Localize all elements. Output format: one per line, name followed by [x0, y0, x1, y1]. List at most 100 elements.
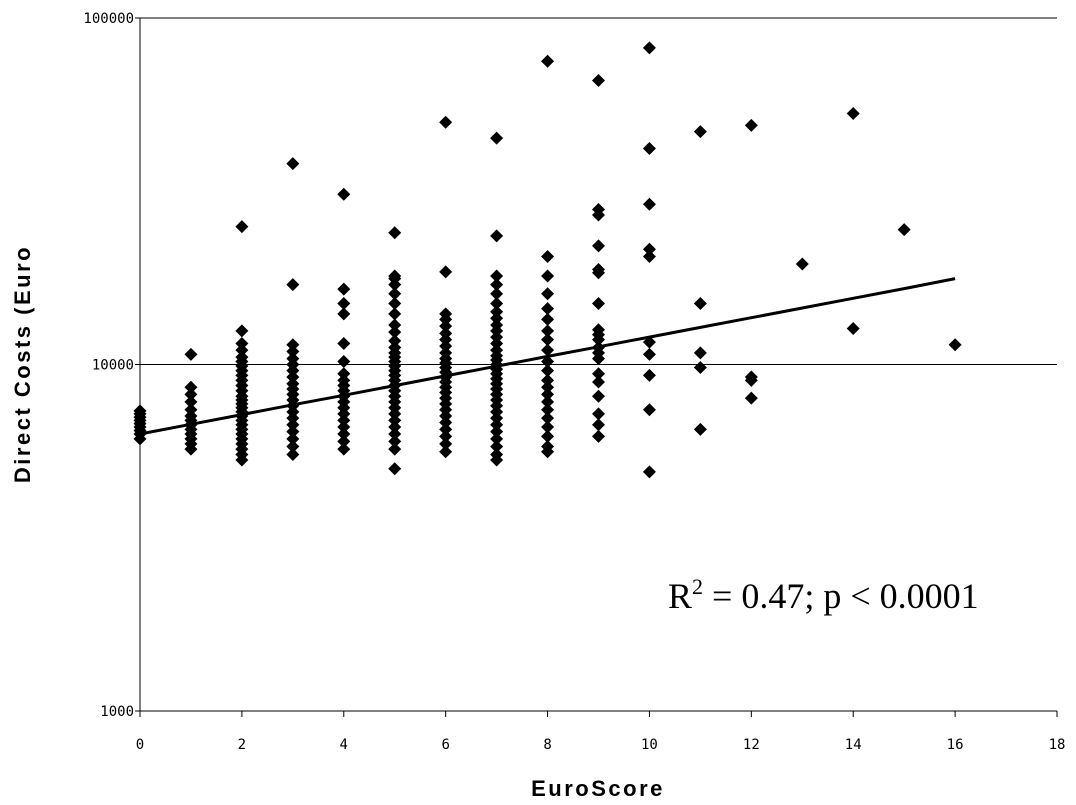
data-point [948, 338, 962, 352]
annotation-text: = 0.47; p < 0.0001 [703, 576, 979, 616]
data-point [286, 377, 300, 391]
data-point [388, 434, 402, 448]
data-point [388, 334, 402, 348]
data-point [286, 439, 300, 453]
data-point [541, 355, 555, 369]
data-point [184, 403, 198, 417]
data-point [693, 422, 707, 436]
x-tick-label: 6 [441, 737, 449, 753]
data-point [541, 364, 555, 378]
data-point [388, 427, 402, 441]
data-point [541, 429, 555, 443]
x-tick-label: 0 [136, 737, 144, 753]
data-point [490, 305, 504, 319]
x-tick-label: 2 [238, 737, 246, 753]
annotation-superscript: 2 [692, 574, 703, 599]
data-point [744, 391, 758, 405]
y-tick-label: 10000 [92, 358, 134, 374]
data-point [184, 395, 198, 409]
data-point [642, 335, 656, 349]
data-point [592, 74, 605, 88]
x-tick-label: 16 [947, 737, 964, 753]
y-axis-label: Direct Costs (Euro [10, 245, 35, 483]
data-point [541, 403, 555, 417]
data-point [337, 434, 351, 448]
data-point [693, 296, 707, 310]
data-point [235, 336, 249, 350]
data-point [592, 203, 605, 217]
r-squared-annotation: R2 = 0.47; p < 0.0001 [668, 574, 979, 616]
data-point [439, 346, 453, 360]
data-point [388, 462, 402, 476]
y-tick-label: 1000 [100, 704, 134, 720]
data-point [286, 278, 300, 292]
data-point [388, 318, 402, 332]
data-point [439, 307, 453, 321]
data-point [541, 373, 555, 387]
data-point [388, 296, 402, 310]
data-point [642, 197, 656, 211]
data-point [286, 432, 300, 446]
data-point [490, 439, 504, 453]
data-point [592, 389, 605, 403]
annotation-r: R [668, 576, 692, 616]
data-point [235, 324, 249, 338]
data-point [439, 437, 453, 451]
data-point [541, 380, 555, 394]
data-point [286, 345, 300, 359]
data-point [388, 420, 402, 434]
data-point [642, 242, 656, 256]
data-point [541, 343, 555, 357]
data-point [286, 425, 300, 439]
data-point [897, 223, 911, 237]
data-point [490, 447, 504, 461]
data-point [541, 387, 555, 401]
data-point [337, 282, 351, 296]
data-point [490, 418, 504, 432]
data-point [642, 249, 656, 263]
data-point [490, 318, 504, 332]
data-point [541, 439, 555, 453]
data-point [286, 447, 300, 461]
data-point [541, 54, 555, 68]
y-tick-label: 100000 [83, 11, 134, 27]
data-point [642, 403, 656, 417]
data-point [388, 226, 402, 240]
data-points [133, 41, 962, 479]
data-point [490, 425, 504, 439]
data-point [592, 296, 605, 310]
data-point [388, 325, 402, 339]
x-tick-label: 12 [743, 737, 760, 753]
data-point [490, 229, 504, 243]
data-point [286, 418, 300, 432]
data-point [490, 131, 504, 145]
data-point [592, 367, 605, 381]
data-point [235, 220, 249, 234]
data-point [337, 373, 351, 387]
data-point [388, 340, 402, 354]
x-tick-label: 4 [340, 737, 348, 753]
tick-labels: 1000 10000 100000 0 2 4 6 8 10 12 14 16 18 [83, 11, 1065, 753]
data-point [541, 249, 555, 263]
data-point [337, 296, 351, 310]
data-point [592, 375, 605, 389]
data-point [133, 404, 147, 418]
data-point [490, 343, 504, 357]
data-point [439, 445, 453, 459]
data-point [592, 323, 605, 337]
data-point [541, 420, 555, 434]
data-point [693, 361, 707, 375]
data-point [388, 269, 402, 283]
data-point [184, 347, 198, 361]
data-point [184, 387, 198, 401]
data-point [490, 432, 504, 446]
x-tick-label: 18 [1049, 737, 1066, 753]
data-point [439, 326, 453, 340]
data-point [642, 368, 656, 382]
data-point [337, 427, 351, 441]
data-point [490, 269, 504, 283]
data-point [642, 465, 656, 479]
data-point [592, 263, 605, 277]
data-point [541, 302, 555, 316]
